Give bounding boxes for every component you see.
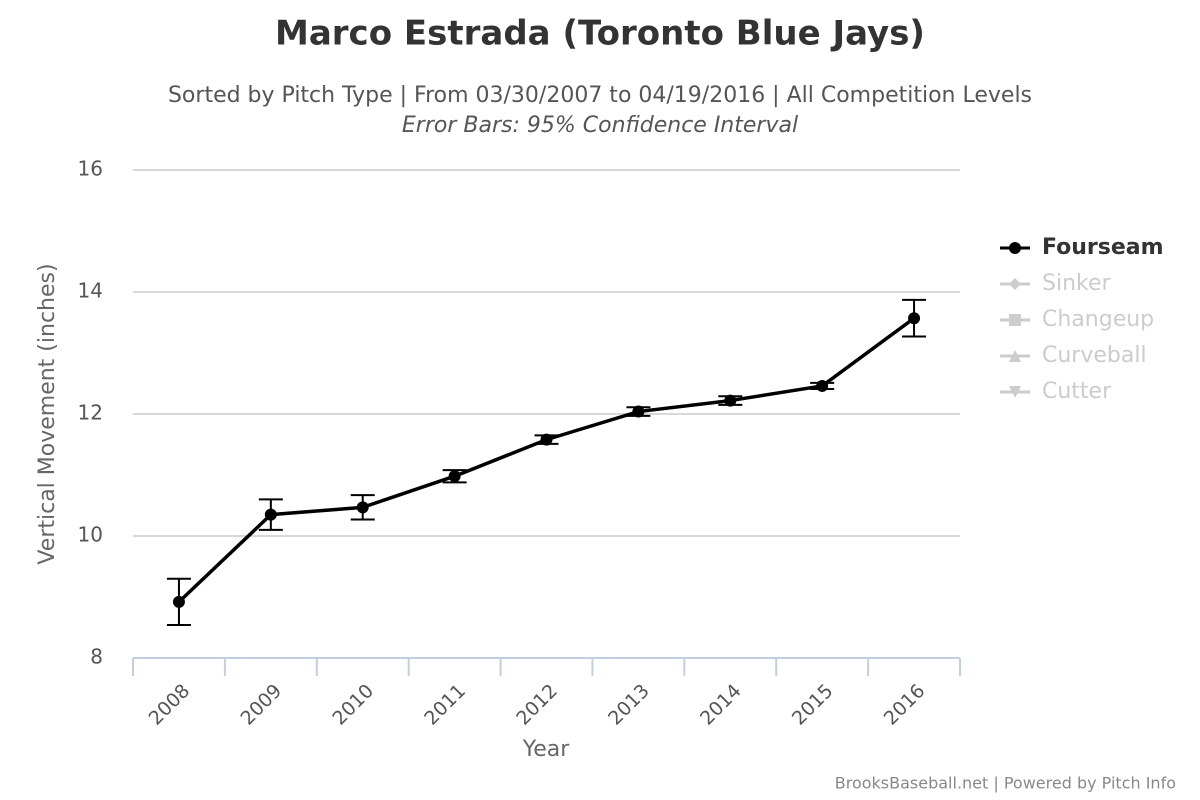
y-tick-label: 14	[78, 279, 103, 303]
legend-label: Fourseam	[1042, 235, 1164, 260]
x-tick-label: 2013	[604, 680, 654, 730]
x-tick-label: 2011	[420, 680, 470, 730]
marker	[1009, 314, 1021, 326]
x-tick-label: 2015	[788, 680, 838, 730]
marker	[908, 312, 921, 325]
marker	[632, 405, 645, 418]
chart-subtitle: Error Bars: 95% Confidence Interval	[402, 113, 798, 138]
chart-subtitle: Sorted by Pitch Type | From 03/30/2007 t…	[168, 83, 1032, 108]
credit: BrooksBaseball.net | Powered by Pitch In…	[835, 774, 1176, 793]
x-tick-label: 2008	[145, 680, 195, 730]
x-tick-label: 2016	[880, 680, 930, 730]
y-axis-title: Vertical Movement (inches)	[35, 263, 60, 564]
marker	[172, 595, 185, 608]
marker	[816, 379, 829, 392]
legend-label: Curveball	[1042, 343, 1147, 368]
x-axis-title: Year	[522, 737, 571, 762]
x-tick-label: 2010	[328, 680, 378, 730]
series-line	[177, 316, 916, 604]
x-tick-label: 2009	[237, 680, 287, 730]
marker	[1009, 386, 1021, 398]
marker	[1009, 350, 1021, 362]
marker	[540, 433, 553, 446]
x-tick-label: 2012	[512, 680, 562, 730]
y-tick-label: 16	[78, 157, 103, 181]
marker	[724, 394, 737, 407]
y-tick-label: 8	[90, 645, 103, 669]
marker	[1009, 242, 1021, 254]
legend-label: Changeup	[1042, 307, 1154, 332]
y-tick-label: 12	[78, 401, 103, 425]
legend-label: Cutter	[1042, 379, 1112, 404]
legend-label: Sinker	[1042, 271, 1112, 296]
marker	[264, 508, 277, 521]
chart-title: Marco Estrada (Toronto Blue Jays)	[275, 14, 925, 54]
marker	[356, 501, 369, 514]
marker	[1009, 278, 1021, 290]
y-tick-label: 10	[78, 523, 103, 547]
marker	[448, 470, 461, 483]
x-tick-label: 2014	[696, 680, 746, 730]
